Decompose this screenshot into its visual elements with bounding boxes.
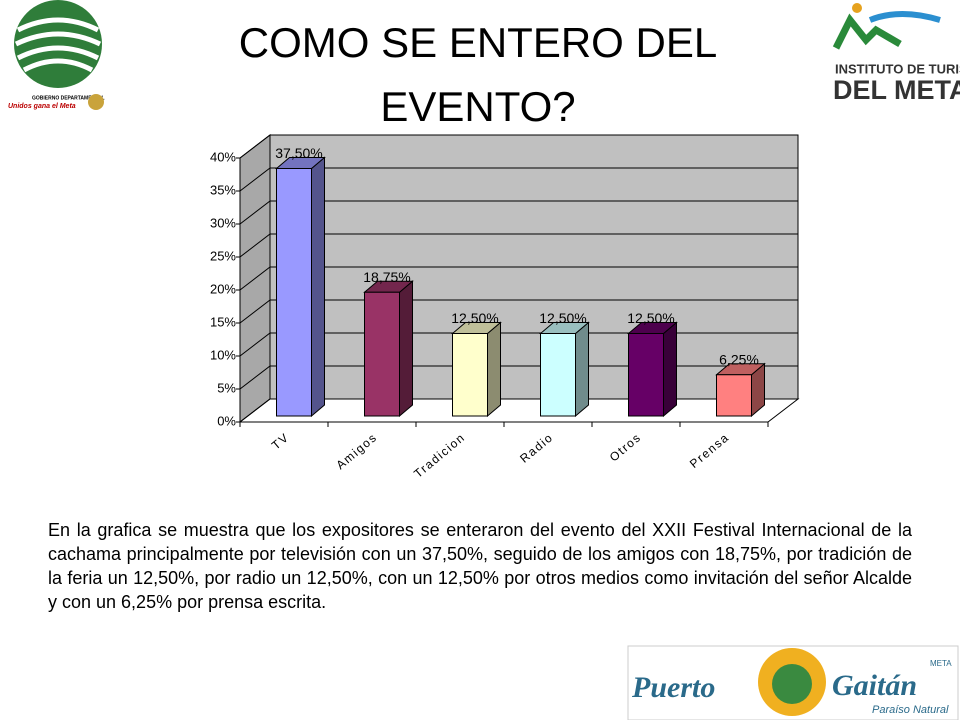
x-tick-label: Radio <box>517 430 556 466</box>
data-label: 12,50% <box>539 310 586 326</box>
bar <box>363 280 414 418</box>
x-tick-label: TV <box>269 430 292 453</box>
y-tick-label: 5% <box>217 380 236 395</box>
bar-side <box>663 321 677 418</box>
grid-line <box>239 365 798 390</box>
logo-text: INSTITUTO DE TURISMO <box>835 61 960 76</box>
bar-front <box>628 333 664 417</box>
bar-side <box>311 156 325 418</box>
y-tick-label: 35% <box>210 182 236 197</box>
bar <box>715 362 766 418</box>
x-tick-label: Amigos <box>333 430 380 472</box>
grid-line <box>239 299 798 324</box>
y-tick-label: 30% <box>210 215 236 230</box>
bar-front <box>364 291 400 417</box>
bar-side <box>575 321 589 418</box>
grid-line <box>239 233 798 258</box>
logo-text: Gaitán <box>832 669 917 702</box>
description: En la grafica se muestra que los exposit… <box>48 520 912 612</box>
y-tick-label: 15% <box>210 314 236 329</box>
x-tick-label: Otros <box>607 430 644 464</box>
logo-text: Paraíso Natural <box>872 704 949 716</box>
grid-line <box>239 167 798 192</box>
logo-right: INSTITUTO DE TURISMO DEL META <box>832 3 960 105</box>
data-label: 12,50% <box>451 310 498 326</box>
grid-line <box>239 398 798 423</box>
logo-text: GOBIERNO DEPARTAMENTAL <box>32 95 105 101</box>
logo-bottom: Puerto Gaitán META Paraíso Natural <box>627 645 959 720</box>
bar <box>451 321 502 418</box>
y-tick-label: 25% <box>210 248 236 263</box>
bar-front <box>276 168 312 417</box>
bar-front <box>540 333 576 417</box>
grid-line <box>239 266 798 291</box>
y-tick-label: 40% <box>210 149 236 164</box>
grid-line <box>239 200 798 225</box>
data-label: 37,50% <box>275 145 322 161</box>
logo-text: Puerto <box>631 671 715 704</box>
data-label: 18,75% <box>363 269 410 285</box>
grid-line <box>239 134 798 159</box>
bar-front <box>716 374 752 417</box>
y-tick-label: 0% <box>217 413 236 428</box>
bar <box>275 156 326 418</box>
bar-side <box>487 321 501 418</box>
grid-line <box>239 332 798 357</box>
y-tick-label: 20% <box>210 281 236 296</box>
bar <box>627 321 678 418</box>
logo-text: DEL META <box>833 75 960 105</box>
bar <box>539 321 590 418</box>
logo-text: Unidos gana el Meta <box>8 103 76 110</box>
logo-text: META <box>930 659 952 668</box>
y-tick-label: 10% <box>210 347 236 362</box>
data-label: 6,25% <box>719 351 759 367</box>
logo-left: GOBIERNO DEPARTAMENTAL Unidos gana el Me… <box>8 0 105 110</box>
bar-side <box>399 280 413 418</box>
x-tick-label: Tradicion <box>411 430 468 481</box>
chart-title: EVENTO? <box>380 83 575 130</box>
bar-front <box>452 333 488 417</box>
data-label: 12,50% <box>627 310 674 326</box>
chart-title: COMO SE ENTERO DEL <box>239 19 717 66</box>
x-tick-label: Prensa <box>687 430 732 471</box>
